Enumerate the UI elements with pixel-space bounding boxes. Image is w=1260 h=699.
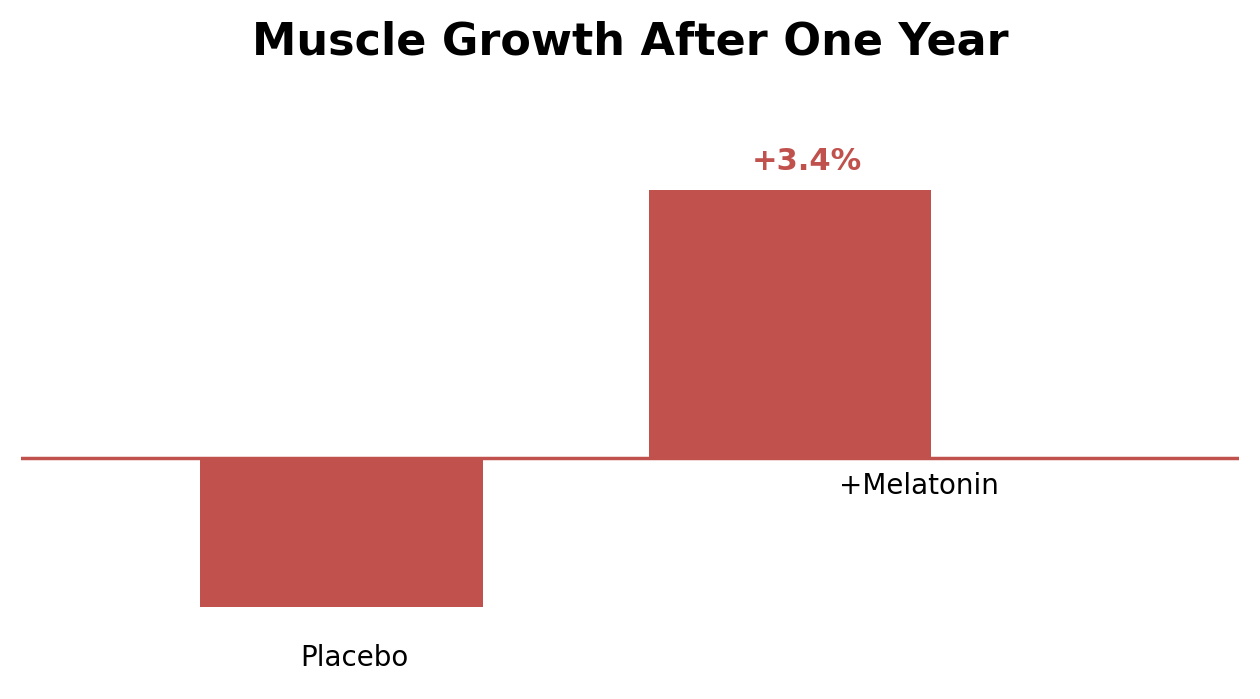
Bar (200, 458, 483, 607)
Text: +Melatonin: +Melatonin (839, 472, 998, 500)
Bar (649, 190, 931, 458)
Title: Muscle Growth After One Year: Muscle Growth After One Year (252, 21, 1008, 64)
Text: Placebo: Placebo (300, 644, 408, 672)
Text: +3.4%: +3.4% (752, 147, 862, 176)
Text: -1.9%: -1.9% (381, 467, 478, 496)
